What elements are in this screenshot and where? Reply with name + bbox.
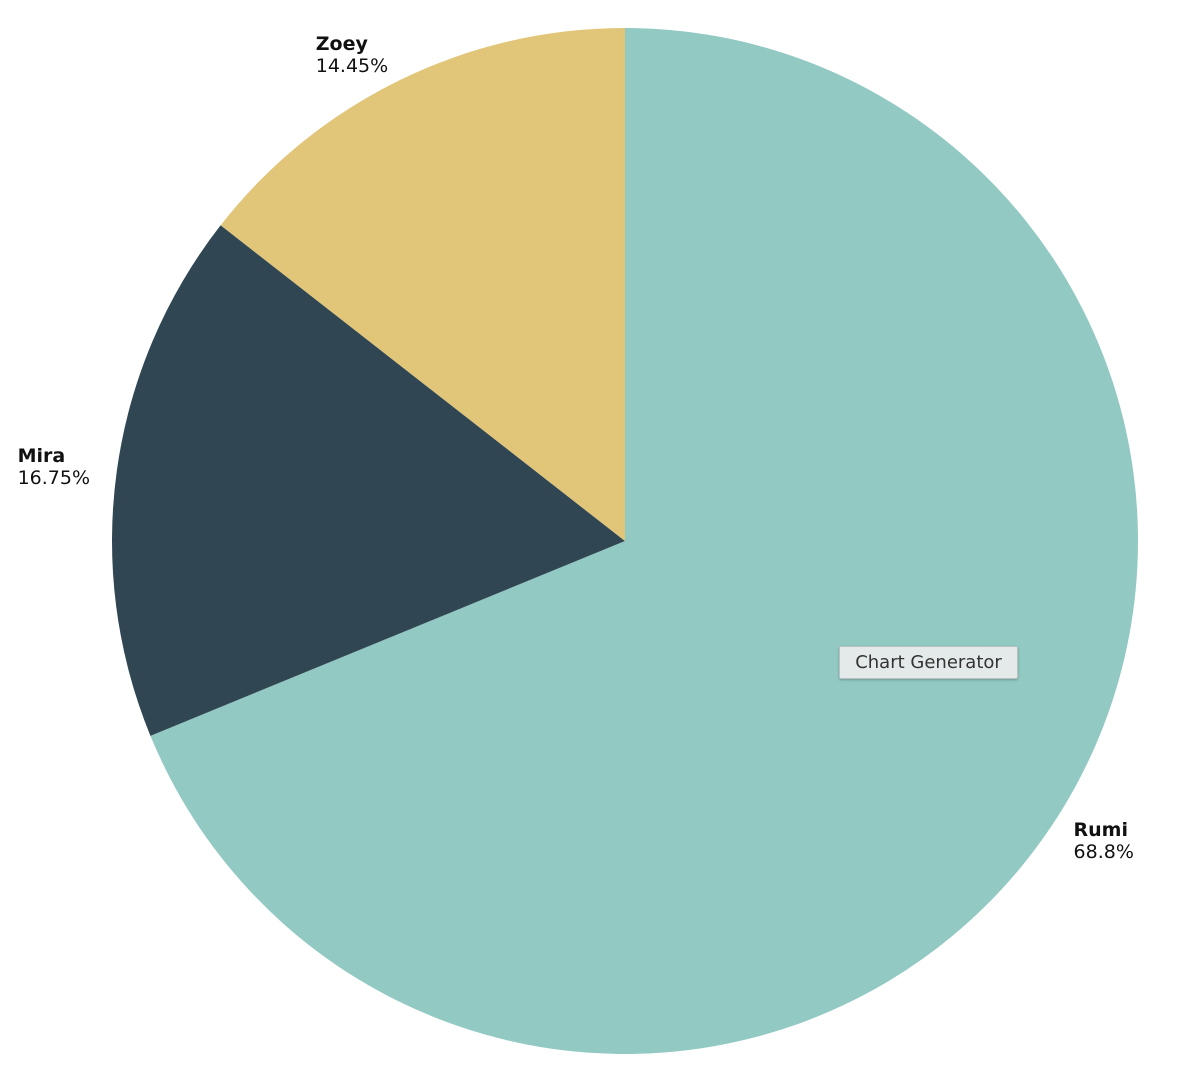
- tooltip: Chart Generator: [839, 646, 1018, 679]
- slice-label: Mira: [18, 445, 66, 467]
- pie-slice: [150, 28, 1138, 1054]
- pie-slice: [220, 28, 625, 541]
- slice-label: Rumi: [1074, 819, 1128, 841]
- slice-value-label: 16.75%: [18, 467, 90, 489]
- pie-slice: [111, 225, 625, 736]
- slice-value-label: 14.45%: [316, 55, 388, 77]
- slice-label: Zoey: [316, 33, 369, 55]
- slice-value-label: 68.8%: [1074, 841, 1134, 863]
